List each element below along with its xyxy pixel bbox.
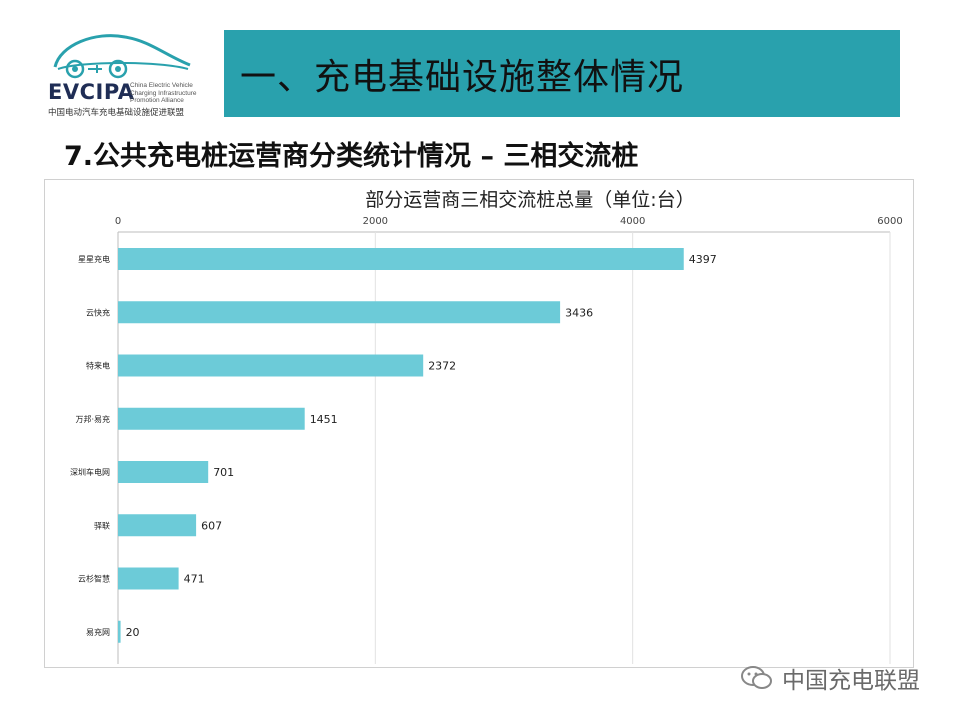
x-tick-label: 0 bbox=[115, 216, 121, 227]
category-label: 驿联 bbox=[94, 521, 110, 530]
category-label: 深圳车电网 bbox=[70, 467, 110, 477]
category-label: 星星充电 bbox=[78, 254, 110, 264]
logo-brand-small: China Electric Vehicle Charging Infrastr… bbox=[130, 82, 197, 104]
bar bbox=[118, 567, 179, 590]
value-label: 471 bbox=[184, 573, 205, 586]
banner-title: 一、充电基础设施整体情况 bbox=[240, 57, 685, 98]
category-label: 云快充 bbox=[86, 307, 110, 317]
chart-title: 部分运营商三相交流桩总量（单位:台） bbox=[365, 189, 694, 211]
bar bbox=[118, 461, 209, 483]
value-label: 3436 bbox=[565, 306, 593, 319]
value-label: 701 bbox=[213, 466, 234, 479]
value-label: 4397 bbox=[689, 253, 717, 266]
value-label: 1451 bbox=[310, 413, 338, 426]
bar bbox=[118, 514, 197, 537]
x-tick-label: 2000 bbox=[363, 216, 388, 227]
logo-subtitle: 中国电动汽车充电基础设施促进联盟 bbox=[48, 108, 185, 118]
bar bbox=[118, 301, 561, 324]
bar bbox=[118, 407, 305, 430]
evcipa-logo-icon bbox=[53, 34, 191, 79]
x-tick-label: 6000 bbox=[877, 216, 902, 227]
value-label: 2372 bbox=[428, 360, 456, 373]
bar bbox=[118, 620, 121, 643]
value-label: 20 bbox=[126, 626, 140, 639]
section-title: 7.公共充电桩运营商分类统计情况 – 三相交流桩 bbox=[64, 141, 639, 172]
title-banner: 一、充电基础设施整体情况 bbox=[224, 30, 900, 117]
logo-brand: EVCIPA bbox=[48, 80, 135, 104]
category-label: 万邦·易充 bbox=[75, 414, 110, 424]
wechat-icon bbox=[741, 666, 772, 689]
category-label: 云杉智慧 bbox=[78, 574, 110, 584]
bar bbox=[118, 354, 424, 377]
x-tick-label: 4000 bbox=[620, 216, 645, 227]
category-label: 特来电 bbox=[86, 361, 110, 371]
value-label: 607 bbox=[201, 519, 222, 532]
watermark-text: 中国充电联盟 bbox=[782, 668, 920, 694]
bar bbox=[118, 248, 684, 270]
category-label: 易充网 bbox=[86, 627, 110, 637]
